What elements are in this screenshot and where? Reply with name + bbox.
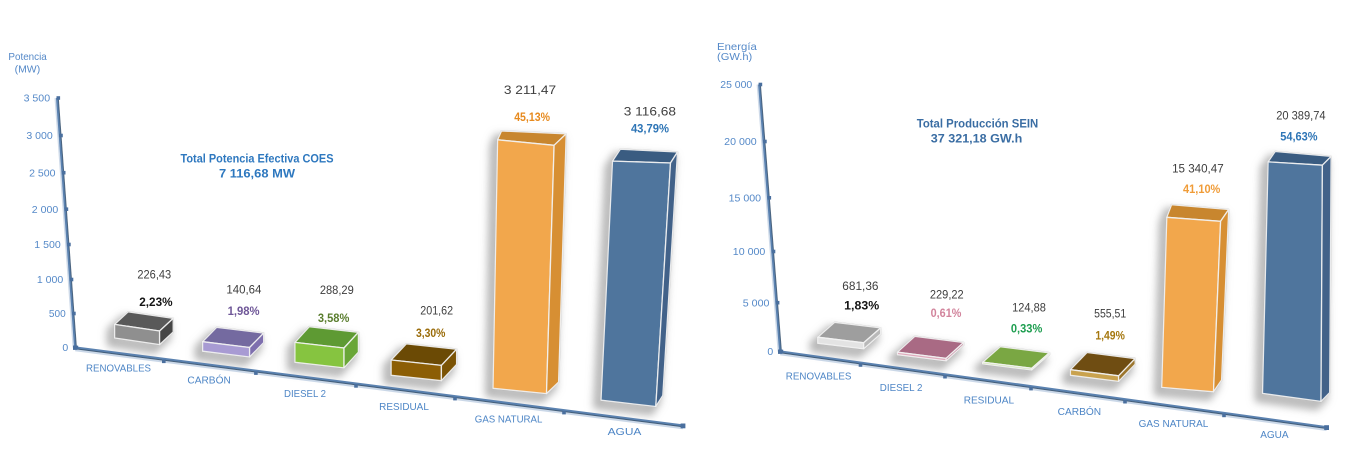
svg-text:Energía: Energía [717, 41, 757, 53]
svg-text:20 389,74: 20 389,74 [1276, 110, 1326, 122]
svg-text:201,62: 201,62 [420, 305, 453, 317]
svg-text:37 321,18 GW.h: 37 321,18 GW.h [931, 132, 1023, 146]
svg-text:0,61%: 0,61% [931, 308, 962, 320]
svg-text:7 116,68 MW: 7 116,68 MW [219, 166, 296, 180]
svg-text:3 000: 3 000 [26, 130, 53, 142]
svg-text:45,13%: 45,13% [514, 112, 550, 124]
svg-text:681,36: 681,36 [842, 281, 878, 293]
svg-text:500: 500 [49, 308, 66, 320]
svg-text:CARBÓN: CARBÓN [1058, 405, 1102, 418]
svg-text:0: 0 [767, 346, 773, 358]
svg-text:Potencia: Potencia [8, 51, 47, 63]
svg-text:10 000: 10 000 [733, 246, 766, 258]
svg-text:3 116,68: 3 116,68 [624, 107, 676, 119]
svg-text:43,79%: 43,79% [631, 124, 669, 136]
svg-text:Total Producción SEIN: Total Producción SEIN [917, 117, 1039, 131]
svg-text:555,51: 555,51 [1094, 309, 1126, 321]
svg-text:DIESEL 2: DIESEL 2 [284, 388, 326, 400]
svg-text:AGUA: AGUA [608, 426, 642, 438]
svg-text:41,10%: 41,10% [1183, 184, 1220, 196]
svg-text:1,98%: 1,98% [228, 306, 260, 318]
svg-text:3,58%: 3,58% [318, 313, 350, 325]
svg-text:1,83%: 1,83% [844, 300, 879, 312]
svg-text:140,64: 140,64 [226, 284, 262, 296]
svg-text:GAS NATURAL: GAS NATURAL [1139, 418, 1209, 430]
svg-text:124,88: 124,88 [1012, 303, 1046, 315]
svg-text:3 500: 3 500 [24, 93, 51, 105]
svg-text:2 000: 2 000 [32, 204, 59, 216]
svg-text:(MW): (MW) [15, 64, 41, 76]
svg-text:54,63%: 54,63% [1280, 132, 1317, 144]
svg-text:DIESEL 2: DIESEL 2 [880, 382, 923, 394]
svg-text:25 000: 25 000 [720, 79, 752, 91]
svg-text:3,30%: 3,30% [416, 328, 446, 340]
svg-text:CARBÓN: CARBÓN [187, 373, 230, 386]
svg-text:RENOVABLES: RENOVABLES [786, 371, 852, 383]
svg-text:2 500: 2 500 [29, 167, 56, 179]
svg-text:229,22: 229,22 [930, 289, 964, 301]
svg-text:2,23%: 2,23% [139, 297, 172, 309]
svg-text:15 000: 15 000 [729, 192, 762, 204]
svg-text:1 000: 1 000 [37, 274, 64, 286]
svg-text:RESIDUAL: RESIDUAL [964, 394, 1015, 406]
svg-text:0: 0 [62, 342, 68, 354]
svg-text:1 500: 1 500 [34, 239, 61, 251]
svg-text:5 000: 5 000 [743, 297, 770, 309]
svg-text:RESIDUAL: RESIDUAL [379, 401, 429, 413]
svg-text:Total Potencia Efectiva COES: Total Potencia Efectiva COES [181, 152, 334, 166]
svg-text:288,29: 288,29 [320, 285, 354, 297]
svg-text:(GW.h): (GW.h) [717, 51, 752, 63]
svg-text:0,33%: 0,33% [1011, 323, 1042, 335]
svg-text:20 000: 20 000 [724, 136, 757, 148]
svg-text:AGUA: AGUA [1260, 429, 1288, 441]
svg-text:15 340,47: 15 340,47 [1172, 163, 1224, 175]
svg-text:3 211,47: 3 211,47 [504, 85, 556, 97]
svg-text:RENOVABLES: RENOVABLES [86, 363, 151, 375]
svg-text:226,43: 226,43 [137, 270, 171, 282]
svg-text:GAS NATURAL: GAS NATURAL [475, 413, 543, 425]
svg-text:1,49%: 1,49% [1095, 331, 1125, 343]
